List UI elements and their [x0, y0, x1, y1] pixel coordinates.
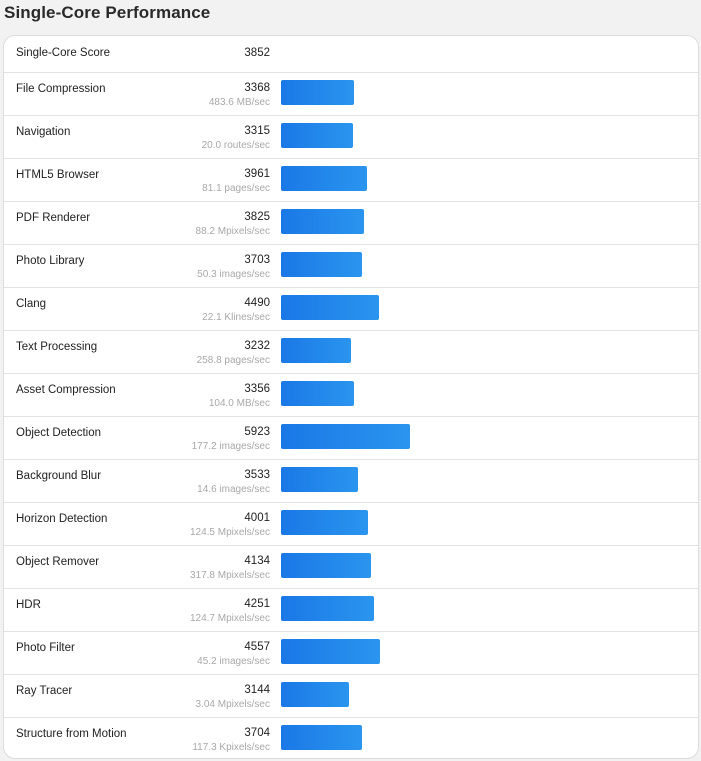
benchmark-name: File Compression: [16, 83, 106, 95]
benchmark-score: 4490: [244, 297, 270, 309]
benchmark-name: HDR: [16, 599, 41, 611]
benchmark-name: Object Detection: [16, 427, 102, 439]
score-bar: [281, 424, 410, 449]
benchmark-score: 4001: [244, 512, 270, 524]
score-bar: [281, 510, 368, 535]
score-bar: [281, 252, 362, 277]
benchmark-row: Clang 4490 22.1 Klines/sec: [4, 288, 698, 331]
benchmark-throughput: 177.2 images/sec: [191, 441, 270, 452]
score-bar: [281, 596, 374, 621]
score-bar: [281, 123, 353, 148]
benchmark-score: 3703: [244, 254, 270, 266]
benchmark-row: Object Remover 4134 317.8 Mpixels/sec: [4, 546, 698, 589]
benchmark-throughput: 124.5 Mpixels/sec: [189, 527, 270, 538]
summary-row: Single-Core Score 3852: [4, 36, 698, 73]
benchmark-row: Photo Library 3703 50.3 images/sec: [4, 245, 698, 288]
benchmark-row: Ray Tracer 3144 3.04 Mpixels/sec: [4, 675, 698, 718]
benchmark-name: Object Remover: [16, 556, 100, 568]
benchmark-score: 3144: [244, 684, 270, 696]
benchmark-name: Text Processing: [16, 341, 98, 353]
benchmark-row: Structure from Motion 3704 117.3 Kpixels/s…: [4, 718, 698, 758]
benchmark-row: Navigation 3315 20.0 routes/sec: [4, 116, 698, 159]
benchmark-row: PDF Renderer 3825 88.2 Mpixels/sec: [4, 202, 698, 245]
summary-score: 3852: [244, 47, 270, 59]
benchmark-card: Single-Core Score 3852 File Compression 3…: [3, 35, 699, 759]
benchmark-score: 3232: [244, 340, 270, 352]
benchmark-row: Object Detection 5923 177.2 images/sec: [4, 417, 698, 460]
benchmark-throughput: 317.8 Mpixels/sec: [189, 570, 270, 581]
benchmark-row: HDR 4251 124.7 Mpixels/sec: [4, 589, 698, 632]
benchmark-score: 4251: [244, 598, 270, 610]
score-bar: [281, 725, 362, 750]
benchmark-score: 4557: [244, 641, 270, 653]
benchmark-name: Asset Compression: [16, 384, 116, 396]
benchmark-throughput: 45.2 images/sec: [197, 656, 270, 667]
benchmark-score: 3356: [244, 383, 270, 395]
benchmark-score: 3961: [244, 168, 270, 180]
benchmark-score: 3368: [244, 82, 270, 94]
benchmark-row: Background Blur 3533 14.6 images/sec: [4, 460, 698, 503]
benchmark-name: Horizon Detection: [16, 513, 108, 525]
benchmark-score: 5923: [244, 426, 270, 438]
benchmark-row: Photo Filter 4557 45.2 images/sec: [4, 632, 698, 675]
benchmark-row: File Compression 3368 483.6 MB/sec: [4, 73, 698, 116]
score-bar: [281, 381, 354, 406]
benchmark-throughput: 22.1 Klines/sec: [202, 312, 270, 323]
benchmark-row: Asset Compression 3356 104.0 MB/sec: [4, 374, 698, 417]
score-bar: [281, 682, 349, 707]
benchmark-throughput: 14.6 images/sec: [197, 484, 270, 495]
benchmark-score: 3533: [244, 469, 270, 481]
benchmark-throughput: 483.6 MB/sec: [208, 97, 270, 108]
benchmark-name: PDF Renderer: [16, 212, 91, 224]
benchmark-score: 3704: [244, 727, 270, 739]
benchmark-throughput: 124.7 Mpixels/sec: [189, 613, 270, 624]
summary-label: Single-Core Score: [16, 47, 110, 59]
benchmark-name: Navigation: [16, 126, 71, 138]
benchmark-name: HTML5 Browser: [16, 169, 100, 181]
benchmark-throughput: 104.0 MB/sec: [208, 398, 270, 409]
benchmark-row: HTML5 Browser 3961 81.1 pages/sec: [4, 159, 698, 202]
benchmark-throughput: 88.2 Mpixels/sec: [195, 226, 270, 237]
benchmark-row: Text Processing 3232 258.8 pages/sec: [4, 331, 698, 374]
score-bar: [281, 639, 380, 664]
benchmark-name: Photo Library: [16, 255, 85, 267]
benchmark-throughput: 117.3 Kpixels/sec: [192, 742, 270, 753]
score-bar: [281, 338, 351, 363]
score-bar: [281, 295, 379, 320]
benchmark-name: Photo Filter: [16, 642, 75, 654]
benchmark-name: Ray Tracer: [16, 685, 73, 697]
benchmark-throughput: 50.3 images/sec: [197, 269, 270, 280]
benchmark-score: 4134: [244, 555, 270, 567]
score-bar: [281, 80, 354, 105]
benchmark-throughput: 3.04 Mpixels/sec: [195, 699, 270, 710]
benchmark-score: 3825: [244, 211, 270, 223]
benchmark-throughput: 20.0 routes/sec: [201, 140, 270, 151]
benchmark-score: 3315: [244, 125, 270, 137]
benchmark-row: Horizon Detection 4001 124.5 Mpixels/sec: [4, 503, 698, 546]
score-bar: [281, 209, 364, 234]
score-bar: [281, 166, 367, 191]
score-bar: [281, 553, 371, 578]
benchmark-name: Background Blur: [16, 470, 102, 482]
score-bar: [281, 467, 358, 492]
benchmark-throughput: 81.1 pages/sec: [202, 183, 270, 194]
benchmark-name: Structure from Motion: [16, 728, 127, 740]
page-title: Single-Core Performance: [4, 3, 211, 22]
benchmark-throughput: 258.8 pages/sec: [196, 355, 270, 366]
benchmark-name: Clang: [16, 298, 47, 310]
